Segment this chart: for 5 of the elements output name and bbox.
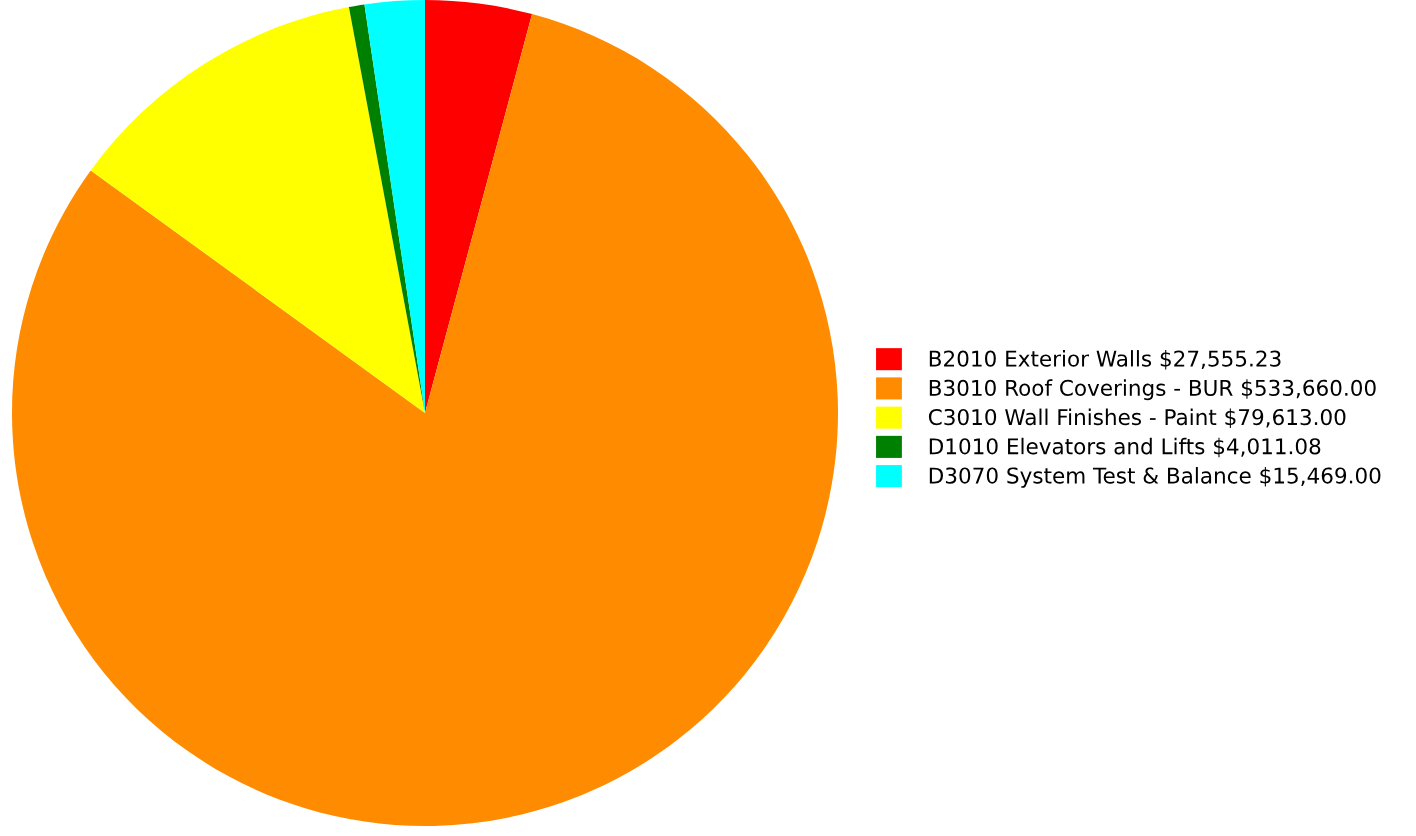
legend-label: D1010 Elevators and Lifts $4,011.08 <box>929 437 1321 458</box>
legend-label: B2010 Exterior Walls $27,555.23 <box>929 350 1281 370</box>
legend-label: B3010 Roof Coverings - BUR $533,660.00 <box>929 379 1376 401</box>
legend-label: D3070 System Test & Balance $15,469.00 <box>929 467 1381 488</box>
legend-label: C3010 Wall Finishes - Paint $79,613.00 <box>928 408 1346 429</box>
